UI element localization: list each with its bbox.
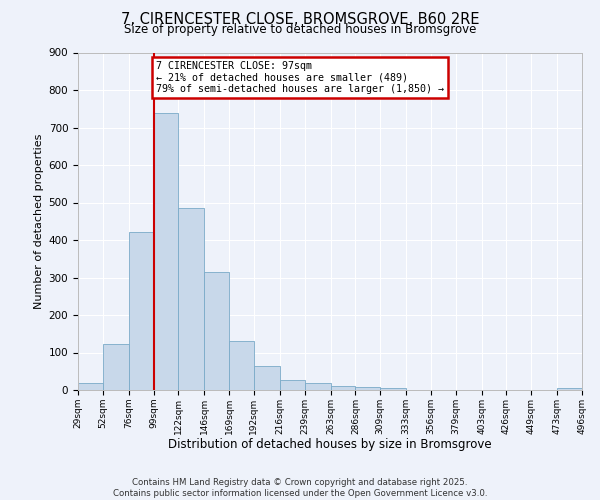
Bar [103, 344, 129, 390]
Bar [305, 382, 331, 390]
Text: Contains HM Land Registry data © Crown copyright and database right 2025.
Contai: Contains HM Land Registry data © Crown c… [113, 478, 487, 498]
Bar [355, 388, 380, 390]
Text: Size of property relative to detached houses in Bromsgrove: Size of property relative to detached ho… [124, 22, 476, 36]
Bar [331, 386, 355, 390]
Text: 7 CIRENCESTER CLOSE: 97sqm
← 21% of detached houses are smaller (489)
79% of sem: 7 CIRENCESTER CLOSE: 97sqm ← 21% of deta… [156, 61, 444, 94]
Bar [557, 388, 582, 390]
Bar [178, 208, 204, 390]
Bar [280, 380, 305, 390]
Bar [129, 232, 154, 390]
Bar [229, 341, 254, 390]
Y-axis label: Number of detached properties: Number of detached properties [34, 134, 44, 309]
Bar [254, 366, 280, 390]
Bar [380, 388, 406, 390]
X-axis label: Distribution of detached houses by size in Bromsgrove: Distribution of detached houses by size … [168, 438, 492, 451]
Bar [154, 112, 178, 390]
Text: 7, CIRENCESTER CLOSE, BROMSGROVE, B60 2RE: 7, CIRENCESTER CLOSE, BROMSGROVE, B60 2R… [121, 12, 479, 28]
Bar [78, 382, 103, 390]
Bar [204, 272, 229, 390]
